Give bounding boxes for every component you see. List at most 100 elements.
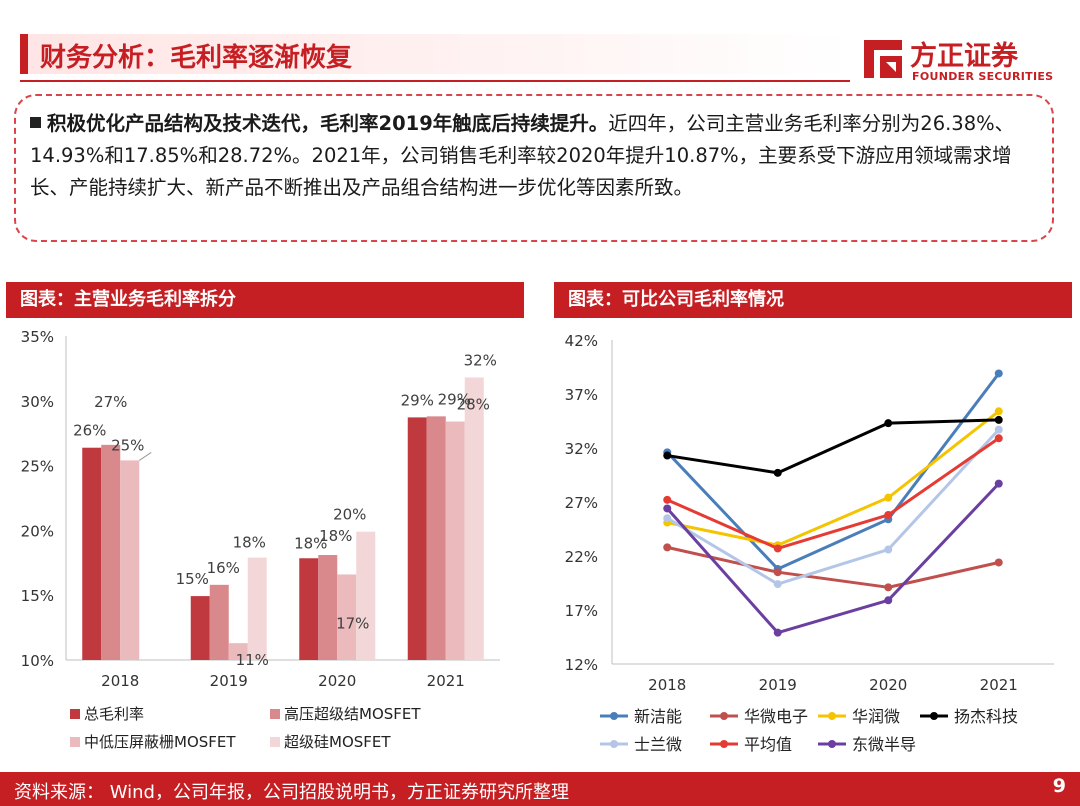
x-tick-label: 2021: [980, 676, 1018, 694]
bar-data-label: 29%: [438, 390, 471, 408]
bar: [247, 557, 267, 660]
logo-chinese-name: 方正证券: [910, 41, 1018, 72]
legend-marker: [720, 740, 728, 748]
series-point: [773, 544, 782, 553]
bar: [318, 555, 338, 660]
series-point: [663, 495, 672, 504]
legend-label: 士兰微: [634, 735, 682, 754]
series-line: [667, 418, 999, 475]
founder-logo-icon: [864, 40, 902, 78]
series-point: [994, 415, 1003, 424]
legend-marker: [828, 712, 836, 720]
series-point: [994, 558, 1003, 567]
legend-marker: [828, 740, 836, 748]
series-point: [773, 568, 782, 577]
legend-label: 总毛利率: [84, 705, 144, 723]
bar: [356, 531, 376, 660]
legend-marker: [930, 712, 938, 720]
series-line: [666, 482, 1000, 635]
bar: [426, 416, 446, 660]
bar: [337, 574, 357, 660]
series-line: [666, 437, 1000, 550]
bar-data-label: 32%: [464, 351, 497, 369]
bar: [120, 460, 140, 660]
source-note: 资料来源： Wind，公司年报，公司招股说明书，方正证券研究所整理: [14, 782, 569, 803]
x-tick-label: 2019: [759, 676, 797, 694]
y-tick-label: 27%: [565, 494, 598, 512]
series-point: [884, 596, 893, 605]
bar-data-label: 20%: [333, 506, 366, 524]
summary-highlight: 积极优化产品结构及技术迭代，毛利率2019年触底后持续提升。: [47, 112, 609, 135]
series-point: [884, 583, 893, 592]
bar: [299, 558, 319, 660]
legend-label: 华微电子: [744, 707, 808, 726]
legend-label: 华润微: [852, 707, 900, 726]
footer-bar: [0, 772, 1080, 806]
x-tick-label: 2020: [869, 676, 907, 694]
y-tick-label: 20%: [21, 522, 54, 540]
y-tick-label: 42%: [565, 332, 598, 350]
series-point: [994, 479, 1003, 488]
founder-securities-logo: 方正证券 FOUNDER SECURITIES: [862, 34, 1062, 86]
y-tick-label: 17%: [565, 602, 598, 620]
y-tick-label: 30%: [21, 393, 54, 411]
bar: [445, 421, 465, 660]
bar-data-label: 26%: [73, 422, 106, 440]
legend-label: 新洁能: [634, 707, 682, 726]
legend-marker: [610, 740, 618, 748]
series-point: [663, 451, 672, 460]
bar-data-label: 18%: [294, 534, 327, 552]
x-tick-label: 2020: [318, 672, 356, 690]
y-tick-label: 32%: [565, 440, 598, 458]
bar: [407, 417, 427, 660]
bar: [228, 643, 248, 660]
square-bullet-icon: [30, 117, 41, 128]
series-point: [884, 419, 893, 428]
summary-box: [14, 94, 1054, 242]
y-tick-label: 10%: [21, 652, 54, 670]
legend-label: 平均值: [744, 735, 792, 754]
series-point: [773, 628, 782, 637]
series-point: [663, 504, 672, 513]
series-point: [663, 514, 672, 523]
series-point: [884, 510, 893, 519]
y-tick-label: 25%: [21, 458, 54, 476]
series-point: [994, 434, 1003, 443]
series-line: [666, 410, 1000, 547]
legend-swatch: [270, 709, 280, 719]
bar-data-label: 11%: [236, 651, 269, 669]
legend-marker: [610, 712, 618, 720]
y-tick-label: 22%: [565, 548, 598, 566]
bar: [101, 444, 121, 660]
series-point: [884, 493, 893, 502]
bar-data-label: 27%: [94, 393, 127, 411]
x-tick-label: 2021: [427, 672, 465, 690]
bar-data-label: 18%: [319, 527, 352, 545]
bar-data-label: 17%: [336, 614, 369, 632]
series-point: [994, 425, 1003, 434]
x-tick-label: 2019: [210, 672, 248, 690]
page-number: 9: [1052, 775, 1066, 797]
y-tick-label: 15%: [21, 587, 54, 605]
legend-label: 东微半导: [852, 735, 916, 754]
y-tick-label: 35%: [21, 328, 54, 346]
bar: [209, 584, 229, 660]
y-tick-label: 37%: [565, 386, 598, 404]
title-divider: [20, 80, 850, 82]
page-title: 财务分析：毛利率逐渐恢复: [40, 43, 353, 73]
series-line: [666, 428, 1000, 586]
bar: [464, 377, 484, 660]
legend-marker: [720, 712, 728, 720]
series-point: [994, 407, 1003, 416]
bar-data-label: 25%: [111, 436, 144, 454]
bar-data-label: 28%: [457, 396, 490, 414]
peer-margin-line-chart: 12% 17% 22% 27% 32% 37% 42% 2018 2019 2020 2021 新洁能…: [565, 332, 1054, 754]
legend-label: 高压超级结MOSFET: [284, 705, 421, 723]
bar-data-label: 18%: [233, 534, 266, 552]
legend-swatch: [70, 737, 80, 747]
bar: [190, 596, 210, 660]
bar: [82, 447, 102, 660]
series-point: [994, 369, 1003, 378]
series-point: [663, 543, 672, 552]
y-tick-label: 12%: [565, 656, 598, 674]
